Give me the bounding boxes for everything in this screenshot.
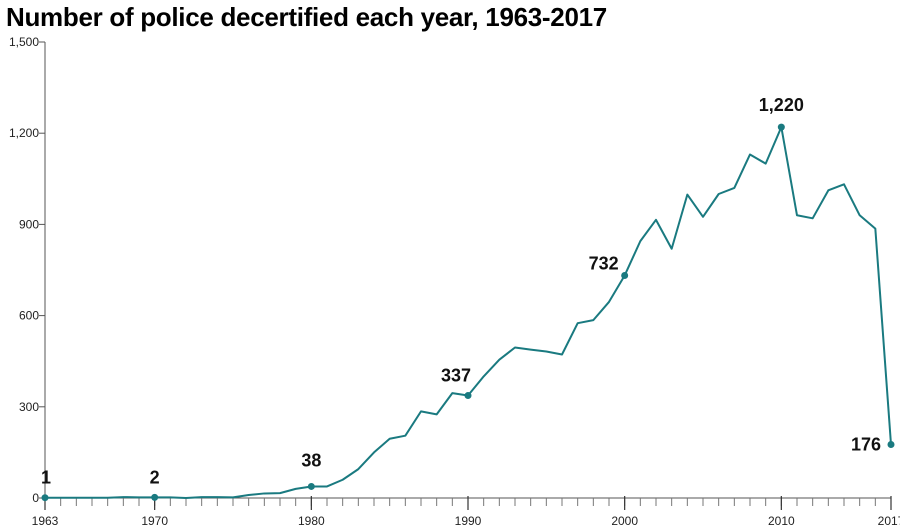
data-point-marker (777, 123, 785, 131)
data-label: 2 (150, 467, 160, 487)
x-tick-label: 2017 (878, 514, 900, 528)
data-point-marker (41, 494, 49, 502)
data-point-marker (621, 271, 629, 279)
y-tick-label: 1,200 (9, 126, 39, 140)
data-label: 38 (301, 450, 321, 470)
data-label: 337 (441, 366, 471, 386)
y-tick-label: 600 (19, 309, 39, 323)
data-point-marker (464, 392, 472, 400)
y-tick-label: 900 (19, 217, 39, 231)
y-tick-label: 1,500 (9, 35, 39, 49)
series-line (45, 126, 892, 499)
x-tick-label: 1970 (141, 514, 168, 528)
data-point-marker (151, 493, 159, 501)
x-tick-label: 2000 (611, 514, 638, 528)
data-label: 1 (41, 468, 51, 488)
data-point-marker (307, 482, 315, 490)
x-tick-label: 1963 (32, 514, 59, 528)
data-label: 732 (589, 253, 619, 273)
y-tick-label: 300 (19, 400, 39, 414)
y-tick-label: 0 (32, 491, 39, 505)
x-tick-label: 1980 (298, 514, 325, 528)
x-tick-label: 1990 (455, 514, 482, 528)
data-label: 176 (851, 434, 881, 454)
data-point-marker (887, 440, 895, 448)
chart-title: Number of police decertified each year, … (6, 2, 607, 32)
x-tick-label: 2010 (768, 514, 795, 528)
data-label: 1,220 (759, 95, 804, 115)
